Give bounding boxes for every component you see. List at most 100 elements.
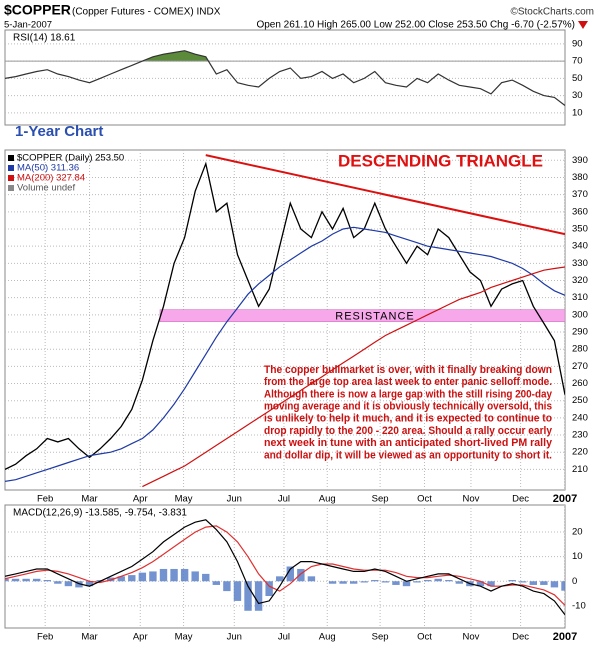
x-tick-label: Mar	[81, 494, 97, 505]
x-tick-label: Sep	[372, 632, 389, 643]
histogram-bar	[85, 581, 94, 587]
histogram-bar	[529, 581, 537, 585]
x-tick-label: Oct	[417, 494, 432, 505]
histogram-bar	[371, 580, 379, 582]
panel	[4, 29, 566, 126]
quote: Open 261.10 High 265.00 Low 252.00 Close…	[256, 20, 575, 31]
plot	[5, 150, 565, 490]
histogram-bar	[540, 581, 548, 585]
histogram-bar	[423, 580, 432, 582]
x-tick-label: May	[175, 494, 193, 505]
y-tick-label: 10	[572, 551, 583, 562]
chart-title: DESCENDING TRIANGLE	[338, 151, 543, 170]
histogram-bar	[445, 580, 453, 582]
series-line	[5, 50, 565, 106]
histogram-bar	[487, 581, 495, 587]
series-line	[5, 519, 565, 616]
subtitle: (Copper Futures - COMEX) INDX	[72, 7, 221, 18]
x-tick-label: Jun	[227, 494, 242, 505]
histogram-bar	[360, 581, 368, 583]
x-tick-label: Dec	[512, 632, 529, 643]
histogram-bar	[519, 581, 527, 583]
histogram-bar	[117, 576, 125, 582]
y-tick-label: 320	[572, 275, 588, 286]
y-tick-label: 270	[572, 361, 588, 372]
x-tick-label: Nov	[463, 632, 480, 643]
histogram-bar	[170, 568, 178, 582]
y-tick-label: 370	[572, 189, 588, 200]
y-tick-label: 360	[572, 206, 588, 217]
series-line	[5, 161, 565, 470]
x-tick-label: Oct	[417, 632, 432, 643]
y-tick-label: 310	[572, 292, 588, 303]
histogram-bar	[328, 581, 337, 584]
y-tick-label: 240	[572, 412, 588, 423]
histogram-bar	[180, 568, 189, 582]
histogram-bar	[191, 571, 199, 582]
x-tick-label: Jun	[227, 632, 242, 643]
legend-swatch	[8, 185, 14, 191]
y-tick-label: 330	[572, 258, 588, 269]
panel-label: RSI(14) 18.61	[13, 33, 76, 44]
y-tick-label: 340	[572, 241, 588, 252]
note-line: is unlikely to help it much, and it is e…	[264, 413, 552, 425]
x-tick-label: Jul	[278, 632, 290, 643]
histogram-bar	[297, 568, 305, 582]
panel	[4, 504, 566, 629]
histogram-bar	[223, 581, 231, 592]
histogram-bar	[402, 581, 411, 587]
histogram-bar	[233, 581, 242, 601]
legend-entry: MA(200) 327.84	[17, 173, 85, 184]
chart-annotation: 1-Year Chart	[15, 123, 103, 140]
note-line: Although there is now a large gap with t…	[264, 388, 553, 400]
x-tick-label: Sep	[372, 494, 389, 505]
histogram-bar	[339, 581, 347, 584]
y-tick-label: 350	[572, 224, 588, 235]
histogram-bar	[202, 573, 210, 582]
histogram-bar	[11, 578, 20, 582]
histogram-bar	[75, 581, 83, 588]
histogram-bar	[64, 581, 73, 587]
y-tick-label: -10	[572, 600, 586, 611]
x-tick-label: Nov	[463, 494, 480, 505]
y-tick-label: 280	[572, 344, 588, 355]
note-line: from the large top area last week to ent…	[264, 376, 552, 388]
y-tick-label: 50	[572, 73, 583, 84]
y-tick-label: 230	[572, 430, 588, 441]
panel-label: MACD(12,26,9) -13.585, -9.754, -3.831	[13, 508, 187, 519]
legend-swatch	[8, 165, 14, 171]
x-tick-label: Dec	[512, 494, 529, 505]
histogram-bar	[22, 578, 30, 582]
histogram-bar	[434, 578, 442, 582]
y-tick-label: 300	[572, 309, 588, 320]
histogram-bar	[561, 581, 565, 591]
note-line: The copper bullmarket is over, with it f…	[264, 364, 552, 376]
y-tick-label: 210	[572, 464, 588, 475]
histogram-bar	[349, 581, 358, 584]
histogram-bar	[212, 581, 221, 585]
histogram-bar	[159, 568, 168, 582]
histogram-bar	[149, 571, 157, 582]
histogram-bar	[455, 581, 464, 584]
x-tick-label: 2007	[553, 631, 577, 643]
band-label: RESISTANCE	[335, 311, 414, 323]
y-tick-label: 10	[572, 107, 583, 118]
x-tick-label: May	[175, 632, 193, 643]
y-tick-label: 220	[572, 447, 588, 458]
note-line: next week in tune with an anticipated sh…	[264, 437, 553, 449]
histogram-bar	[286, 566, 294, 582]
down-arrow	[578, 21, 588, 29]
series-line	[5, 226, 565, 482]
legend-entry: Volume undef	[17, 183, 75, 194]
histogram-bar	[550, 581, 559, 588]
histogram-bar	[128, 575, 136, 582]
y-tick-label: 260	[572, 378, 588, 389]
y-tick-label: 20	[572, 527, 583, 538]
note-line: drop rapidly to the 200 - 220 area. Shou…	[264, 425, 553, 437]
histogram-bar	[265, 581, 273, 597]
x-tick-label: 2007	[553, 493, 577, 505]
histogram-bar	[33, 578, 41, 582]
y-tick-label: 390	[572, 155, 588, 166]
x-tick-label: Feb	[37, 494, 53, 505]
